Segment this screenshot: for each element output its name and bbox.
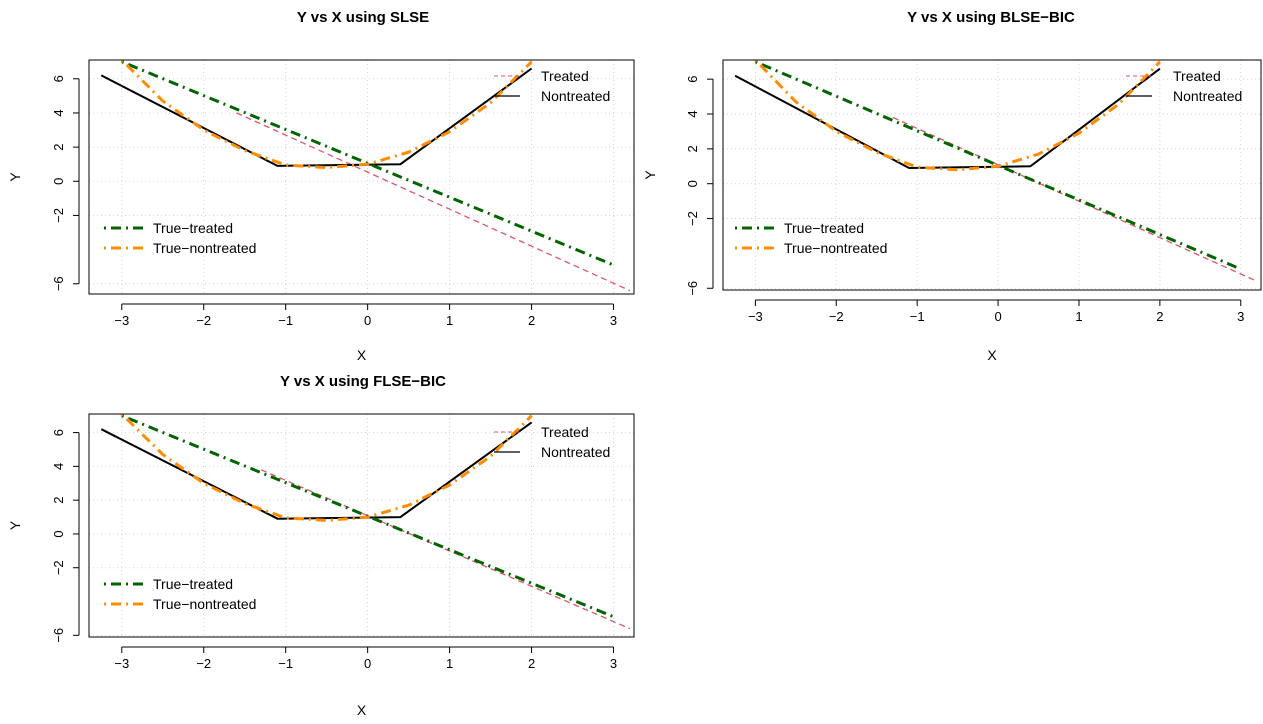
series-line-4	[754, 60, 1161, 172]
y-tick-label: 2	[51, 143, 66, 150]
legend-label-3: True−treated	[784, 220, 864, 236]
x-tick-label: −2	[196, 656, 211, 671]
chart-panel-3: Y vs X using FLSE−BIC −3 −2 −1 0 1 2 3 −6 −2 0 2 4 6 X…	[7, 373, 635, 718]
y-tick-label: 0	[51, 178, 66, 185]
plot-frame	[88, 413, 635, 638]
plot-frame	[722, 59, 1262, 291]
series-line-2	[734, 67, 1161, 170]
x-tick-label: −1	[278, 313, 293, 328]
legend-top-right: Treated Nontreated	[494, 68, 610, 104]
x-tick-label: 1	[1075, 309, 1082, 324]
y-tick-label: 2	[51, 497, 66, 504]
y-tick-label: 0	[51, 530, 66, 537]
series-line-1	[892, 116, 1258, 282]
chart-title: Y vs X using BLSE−BIC	[907, 9, 1075, 26]
legend-top-right: Treated Nontreated	[494, 424, 610, 460]
chart-panel-2: Y vs X using BLSE−BIC −3 −2 −1 0 1 2 3 −6 −2 0 2 4 6 X…	[642, 9, 1262, 363]
x-axis-label: X	[357, 702, 367, 718]
legend-label-4: True−nontreated	[153, 596, 256, 612]
x-tick-label: −2	[829, 309, 844, 324]
legend-label-4: True−nontreated	[153, 240, 256, 256]
y-tick-label: 6	[51, 429, 66, 436]
series-line-4	[120, 60, 533, 170]
legend-label-1: Treated	[541, 424, 589, 440]
y-axis-label: Y	[7, 172, 23, 182]
legend-label-3: True−treated	[153, 220, 233, 236]
x-tick-label: 1	[446, 656, 453, 671]
series-line-2	[100, 67, 533, 167]
x-tick-label: 3	[610, 656, 617, 671]
x-tick-label: −3	[748, 309, 763, 324]
legend-bottom-left: True−treated True−nontreated	[104, 576, 256, 612]
y-tick-label: −2	[51, 208, 66, 223]
series-line-1	[236, 112, 631, 292]
y-tick-label: −2	[685, 211, 700, 226]
y-tick-label: −6	[685, 281, 700, 296]
legend-label-4: True−nontreated	[784, 240, 887, 256]
x-axis: −3 −2 −1 0 1 2 3	[114, 646, 617, 671]
chart-title: Y vs X using SLSE	[297, 9, 429, 26]
x-tick-label: 0	[364, 313, 371, 328]
y-tick-label: 4	[51, 109, 66, 116]
y-tick-label: 0	[685, 180, 700, 187]
x-tick-label: −1	[278, 656, 293, 671]
x-axis-label: X	[987, 347, 997, 363]
chart-title: Y vs X using FLSE−BIC	[280, 373, 446, 390]
x-axis: −3 −2 −1 0 1 2 3	[748, 299, 1244, 324]
x-tick-label: 3	[1237, 309, 1244, 324]
legend-top-right: Treated Nontreated	[1126, 68, 1242, 104]
y-axis-label: Y	[7, 520, 23, 530]
legend-label-1: Treated	[1173, 68, 1221, 84]
x-tick-label: 2	[528, 313, 535, 328]
y-tick-label: 6	[51, 75, 66, 82]
x-axis-label: X	[357, 347, 367, 363]
x-tick-label: 2	[1156, 309, 1163, 324]
series-line-1	[260, 469, 631, 630]
y-tick-label: 4	[685, 110, 700, 117]
x-tick-label: 1	[446, 313, 453, 328]
y-axis: −6 −2 0 2 4 6	[685, 76, 714, 296]
x-tick-label: 0	[364, 656, 371, 671]
series-line-2	[100, 421, 533, 520]
series-line-4	[120, 414, 533, 522]
legend-bottom-left: True−treated True−nontreated	[735, 220, 887, 256]
y-axis-label: Y	[642, 170, 658, 180]
x-tick-label: −3	[114, 656, 129, 671]
x-tick-label: 2	[528, 656, 535, 671]
legend-bottom-left: True−treated True−nontreated	[104, 220, 256, 256]
legend-label-3: True−treated	[153, 576, 233, 592]
y-tick-label: 6	[685, 76, 700, 83]
y-axis: −6 −2 0 2 4 6	[51, 429, 80, 643]
series-line-3	[121, 60, 615, 267]
x-tick-label: −1	[910, 309, 925, 324]
y-tick-label: 2	[685, 145, 700, 152]
legend-label-1: Treated	[541, 68, 589, 84]
legend-label-2: Nontreated	[541, 88, 610, 104]
x-tick-label: 0	[994, 309, 1001, 324]
x-tick-label: 3	[610, 313, 617, 328]
x-tick-label: −2	[196, 313, 211, 328]
legend-label-2: Nontreated	[541, 444, 610, 460]
y-tick-label: −6	[51, 276, 66, 291]
plot-frame	[88, 59, 635, 295]
chart-panel-1: Y vs X using SLSE −3 −2 −1 0 1 2 3 −6 −2 0 2 4 6 X Y Tre…	[7, 9, 635, 363]
y-tick-label: 4	[51, 463, 66, 470]
y-tick-label: −2	[51, 560, 66, 575]
legend-label-2: Nontreated	[1173, 88, 1242, 104]
x-tick-label: −3	[114, 313, 129, 328]
y-tick-label: −6	[51, 628, 66, 643]
y-axis: −6 −2 0 2 4 6	[51, 75, 80, 291]
x-axis: −3 −2 −1 0 1 2 3	[114, 303, 617, 328]
